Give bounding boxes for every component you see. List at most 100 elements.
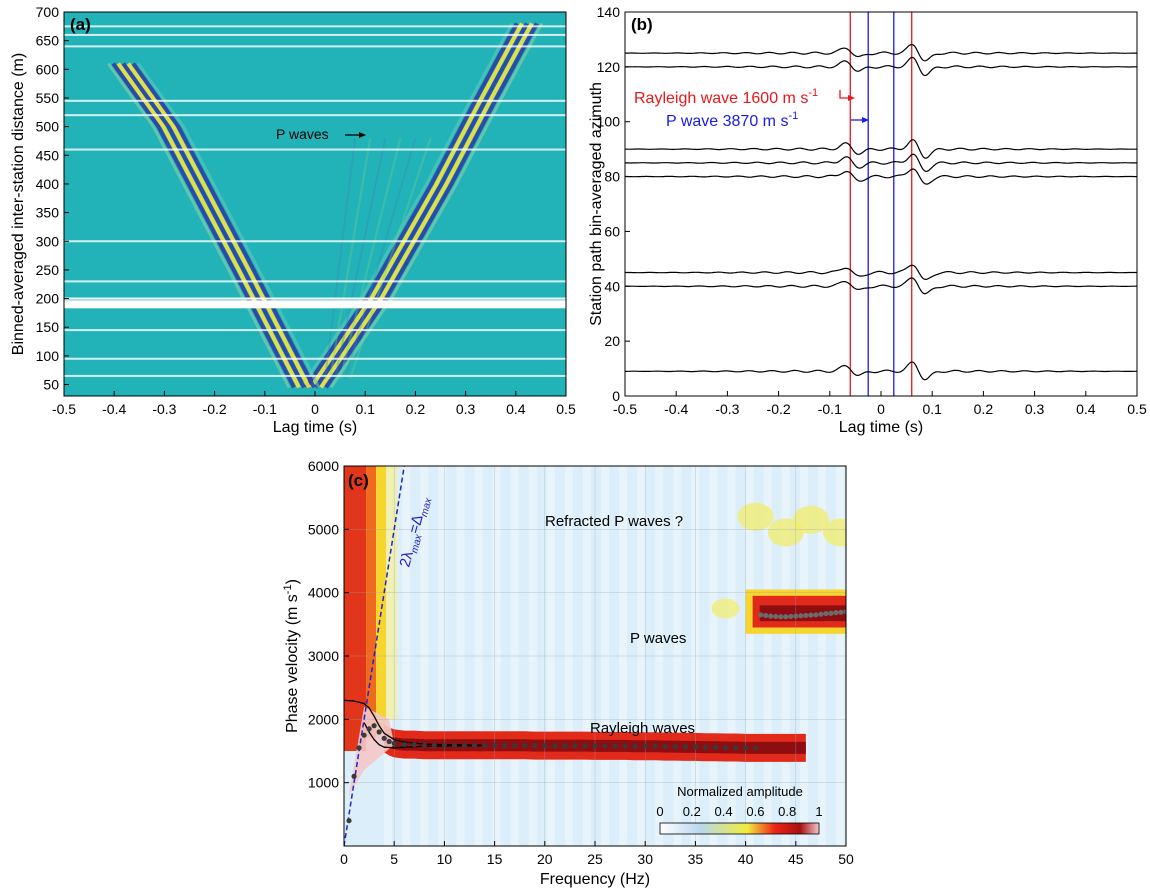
panel-a-p-wave-fringe [329, 137, 372, 379]
panel-b-x-tick-label: 0 [877, 401, 885, 417]
panel-c-y-tick-label: 5000 [308, 521, 339, 537]
panel-a-y-label: Binned-averaged inter-station distance (… [10, 53, 27, 355]
panel-c-colorbar: Normalized amplitude 0 0.2 0.4 0.6 0.8 1 [656, 784, 823, 835]
panel-c-p-pick [828, 610, 834, 616]
panel-c-x-tick-label: 50 [838, 851, 854, 867]
colorbar-tick-label: 1 [815, 804, 822, 819]
panel-c-rayleigh-pick [386, 738, 392, 745]
panel-c-x-tick-label: 15 [487, 851, 503, 867]
panel-c-rayleigh-pick [512, 742, 518, 748]
panel-c-rayleigh-pick [431, 742, 437, 748]
panel-c-x-tick-label: 0 [340, 851, 348, 867]
panel-c-rayleigh-pick [662, 743, 668, 750]
panel-b-y-ticks: 0 20 40 60 80 100 120 140 [597, 4, 630, 404]
panel-c-p-pick [793, 613, 799, 619]
panel-c-model-curve-upper [344, 699, 485, 746]
panel-c-rayleigh-pick [682, 744, 688, 750]
panel-a-moveout-stripe [319, 22, 534, 389]
panel-b-x-tick-label: 0.5 [1127, 401, 1147, 417]
panel-c-y-tick-label: 6000 [308, 458, 339, 474]
panel-c-limit-label-sub1: max [409, 532, 425, 554]
panel-a-x-tick-label: 0.1 [355, 401, 375, 417]
panel-b-x-tick-label: -0.2 [767, 401, 791, 417]
panel-a-gap-row [64, 297, 566, 300]
panel-a-gap-row [64, 33, 566, 36]
panel-c-y-tick-label: 1000 [308, 775, 339, 791]
colorbar-gradient [659, 822, 820, 835]
panel-c-rayleigh-pick [401, 742, 407, 748]
panel-a-y-tick-label: 600 [36, 61, 60, 77]
panel-c-p-pick [823, 610, 829, 617]
panel-a-x-tick-label: 0 [311, 401, 319, 417]
panel-c-label: (c) [348, 471, 369, 490]
panel-c-rayleigh-pick [712, 744, 719, 750]
panel-c-rayleigh-pick [722, 744, 729, 751]
panel-c-rayleigh-pick [522, 742, 528, 748]
panel-a-gap-row [64, 45, 566, 48]
panel-c-rayleigh-pick [411, 742, 417, 748]
panel-c-limit-line [344, 466, 405, 846]
panel-c-x-tick-label: 30 [637, 851, 653, 867]
panel-a-gap-row [64, 240, 566, 243]
panel-b-p-arrow [851, 117, 869, 123]
panel-c-annotation-refracted: Refracted P waves ? [545, 513, 683, 530]
panel-a-y-tick-label: 200 [36, 291, 60, 307]
panel-a-y-tick-label: 50 [43, 377, 59, 393]
panel-b-y-tick-label: 40 [604, 278, 620, 294]
panel-c-rayleigh-pick [356, 745, 362, 751]
panel-c-p-pick [843, 609, 846, 615]
panel-c-p-pick [768, 613, 774, 619]
panel-b-rayleigh-arrow [839, 90, 855, 101]
panel-a-gap-row [64, 114, 566, 117]
panel-a-x-label: Lag time (s) [273, 419, 357, 436]
panel-a-y-tick-label: 650 [36, 33, 60, 49]
panel-a-moveout-stripe [324, 22, 539, 389]
panel-a-y-tick-label: 550 [36, 90, 60, 106]
panel-c-x-tick-label: 45 [788, 851, 804, 867]
panel-c-rayleigh-pick [632, 743, 638, 749]
panel-c-p-pick [808, 612, 814, 618]
panel-c-p-pick [798, 613, 804, 619]
panel-a-x-tick-label: 0.3 [456, 401, 476, 417]
panel-a-y-tick-label: 700 [36, 4, 60, 20]
panel-a-moveout-stripe [329, 22, 544, 389]
panel-c-x-tick-label: 5 [390, 851, 398, 867]
colorbar-tick-label: 0.4 [715, 804, 733, 819]
panel-c-rayleigh-pick [471, 742, 478, 748]
panel-c-p-pick [833, 610, 839, 616]
panel-c-low-frequency-column [376, 466, 387, 732]
panel-a-gap-row [64, 357, 566, 360]
panel-c-annotation-rayleigh: Rayleigh waves [590, 720, 695, 737]
panel-b-rayleigh-annotation: Rayleigh wave 1600 m s-1 [634, 87, 818, 107]
colorbar-tick-label: 0 [656, 804, 663, 819]
panel-c-rayleigh-pick [702, 744, 709, 750]
panel-b-y-tick-label: 140 [597, 4, 621, 20]
panel-c-refracted-blob [737, 502, 774, 531]
panel-b-trace [625, 43, 1137, 62]
panel-b-y-tick-label: 60 [604, 223, 620, 239]
panel-c-x-tick-label: 40 [738, 851, 754, 867]
panel-b-p-annotation-text: P wave 3870 m s [666, 113, 788, 130]
panel-c-rayleigh-pick [366, 726, 372, 732]
panel-a-p-wave-fringe [349, 137, 432, 380]
panel-c-rayleigh-pick [492, 742, 498, 748]
panel-c-annotation-p-waves: P waves [630, 630, 686, 647]
panel-b-background [625, 12, 1137, 396]
panel-a-x-tick-label: 0.2 [406, 401, 426, 417]
panel-a-moveout-stripe [299, 22, 514, 389]
panel-c-low-frequency-column [344, 466, 367, 751]
panel-a-moveout-stripe [116, 62, 301, 389]
panel-c-y-tick-label: 4000 [308, 585, 339, 601]
panel-c-y-tick-label: 3000 [308, 648, 339, 664]
panel-a-moveout-stripe [121, 62, 306, 389]
panel-c-low-frequency-column [366, 466, 377, 739]
panel-c-p-pick [778, 614, 784, 620]
panel-c-rayleigh-pick [552, 743, 558, 749]
panel-a-annotation-arrow [345, 132, 366, 138]
panel-b-y-tick-label: 120 [597, 59, 621, 75]
panel-b-trace [625, 168, 1137, 185]
panel-c-heatmap [344, 466, 846, 846]
panel-a-y-tick-label: 400 [36, 176, 60, 192]
panel-c-rayleigh-pick [602, 743, 608, 749]
